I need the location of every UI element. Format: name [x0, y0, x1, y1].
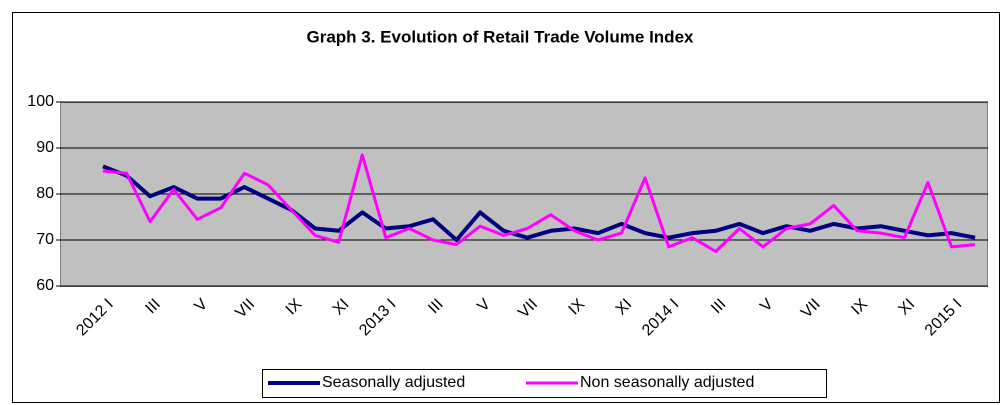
series-line	[102, 153, 976, 253]
legend-label: Non seasonally adjusted	[580, 374, 754, 391]
chart-title: Graph 3. Evolution of Retail Trade Volum…	[307, 27, 695, 46]
y-tick-label: 90	[36, 139, 54, 156]
series-line	[102, 164, 976, 242]
y-tick-label: 80	[36, 185, 54, 202]
lines	[102, 153, 976, 253]
y-tick-label: 70	[36, 231, 54, 248]
grid	[60, 101, 988, 287]
legend: Seasonally adjusted Non seasonally adjust…	[268, 374, 754, 391]
y-tick-label: 60	[36, 277, 54, 294]
legend-label: Seasonally adjusted	[322, 374, 465, 391]
y-tick-label: 100	[27, 93, 54, 110]
